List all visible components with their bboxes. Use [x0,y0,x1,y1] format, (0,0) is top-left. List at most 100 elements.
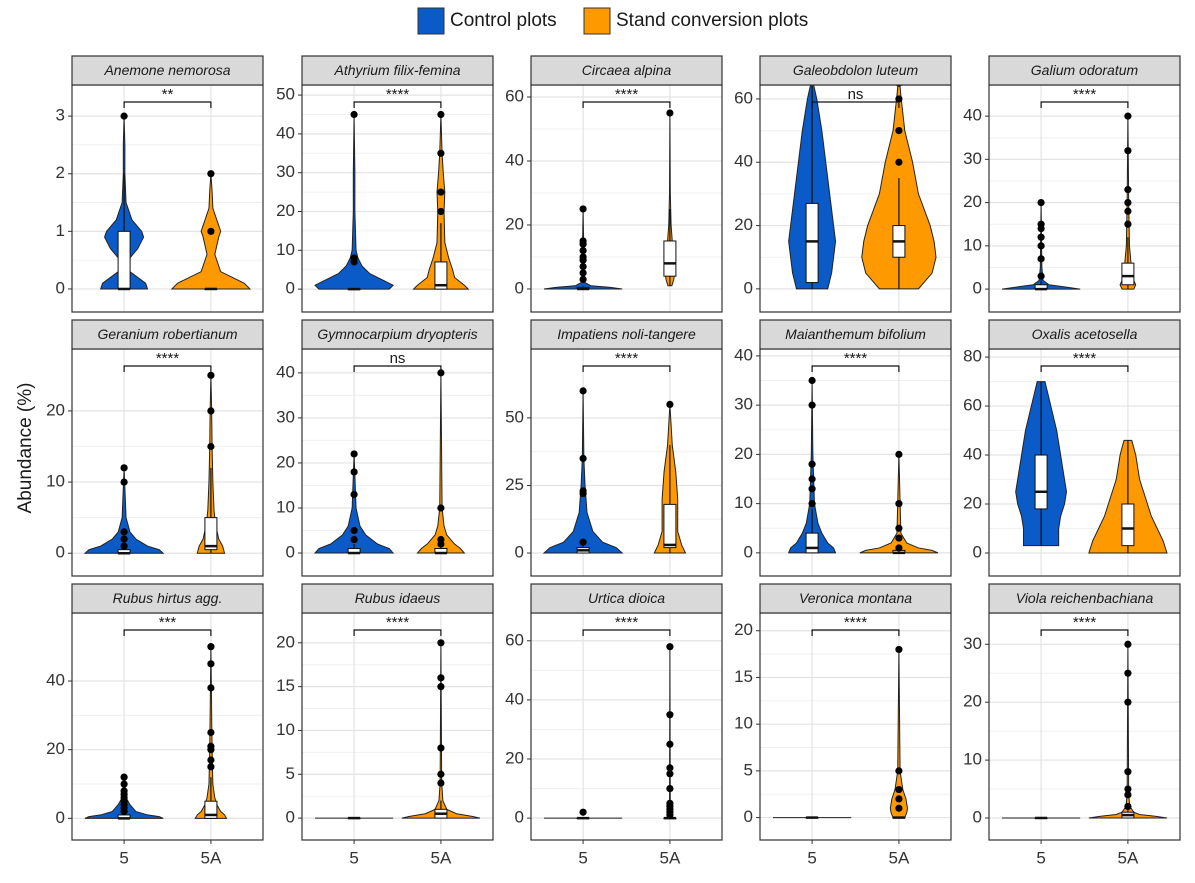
y-tick-label: 5 [286,764,295,783]
violin [1088,644,1168,819]
outlier [579,275,587,283]
panel-bg [989,85,1180,312]
legend-swatch [417,7,445,35]
y-tick-label: 15 [734,667,753,686]
outlier [1124,199,1132,207]
significance-label: **** [615,350,639,367]
y-tick-label: 5 [744,760,753,779]
outlier [207,442,215,451]
y-tick-label: 0 [56,543,65,562]
strip-title: Geranium robertianum [97,326,237,342]
violin [542,390,624,554]
outlier [1124,186,1132,194]
violin [401,642,481,819]
outlier [120,478,128,486]
outlier [666,109,674,117]
box [204,517,218,551]
violin [412,114,470,290]
outlier [207,170,215,178]
outlier [666,740,674,748]
significance-label: **** [615,614,639,631]
outlier [1037,199,1045,207]
outlier [579,253,587,261]
y-tick-label: 30 [734,395,753,414]
outlier [808,485,816,493]
outlier [437,639,445,647]
outlier [1124,220,1132,228]
outlier [895,645,903,654]
outlier [350,468,358,476]
y-tick-label: 40 [46,670,65,689]
significance-bracket [811,629,900,636]
significance-bracket [1040,629,1129,636]
y-tick-label: 40 [505,689,524,708]
y-tick-label: 20 [734,444,753,463]
outlier [437,683,445,691]
outlier [895,534,903,542]
strip [530,319,723,350]
outlier [437,207,445,216]
outlier [120,780,128,788]
outlier [350,526,358,535]
strip-title: Anemone nemorosa [103,62,230,78]
box [1121,262,1135,286]
y-tick-label: 60 [505,86,524,105]
panel-bg [531,85,722,312]
significance-label: ** [162,86,174,103]
outlier [1124,791,1132,799]
x-tick-label: 5A [889,848,910,867]
significance-label: **** [844,614,868,631]
y-tick-label: 0 [286,808,295,827]
outlier [120,528,128,536]
y-tick-label: 10 [963,750,982,769]
strip [301,319,494,350]
outlier [120,464,128,472]
outlier [1124,207,1132,215]
outlier [666,784,674,793]
y-tick-label: 20 [963,692,982,711]
outlier [437,188,445,196]
y-tick-label: 0 [515,278,524,297]
outlier [1124,802,1132,811]
y-tick-label: 40 [276,123,295,142]
y-tick-label: 0 [286,279,295,298]
significance-bracket [123,101,212,108]
outlier [579,205,587,213]
outlier [579,487,587,495]
significance-label: **** [1073,86,1097,103]
outlier [120,787,128,795]
box [663,503,677,549]
y-tick-label: 30 [963,149,982,168]
panel-bg [989,613,1180,840]
outlier [808,500,816,508]
strip-title: Veronica montana [799,590,912,606]
outlier [579,237,587,245]
panel-bg [531,349,722,576]
panel-bg [302,85,493,312]
y-tick-label: 60 [734,88,753,107]
outlier [207,407,215,415]
y-tick-label: 1 [56,221,65,240]
panel-bg [760,349,951,576]
y-tick-label: 60 [505,630,524,649]
significance-bracket [123,365,212,372]
y-tick-label: 40 [734,152,753,171]
outlier [437,770,445,778]
outlier [207,756,215,764]
outlier [120,773,128,781]
significance-label: ns [848,86,864,103]
significance-label: **** [1073,350,1097,367]
box [434,261,448,290]
violin [314,114,395,290]
outlier [808,376,816,385]
y-tick-label: 0 [515,808,524,827]
box [1121,503,1135,547]
y-tick-label: 0 [56,808,65,827]
y-tick-label: 0 [973,542,982,561]
strip-title: Galium odoratum [1031,62,1139,78]
outlier [808,460,816,468]
outlier [895,767,903,775]
significance-label: **** [386,614,410,631]
y-tick-label: 15 [276,676,295,695]
strip [988,319,1181,350]
